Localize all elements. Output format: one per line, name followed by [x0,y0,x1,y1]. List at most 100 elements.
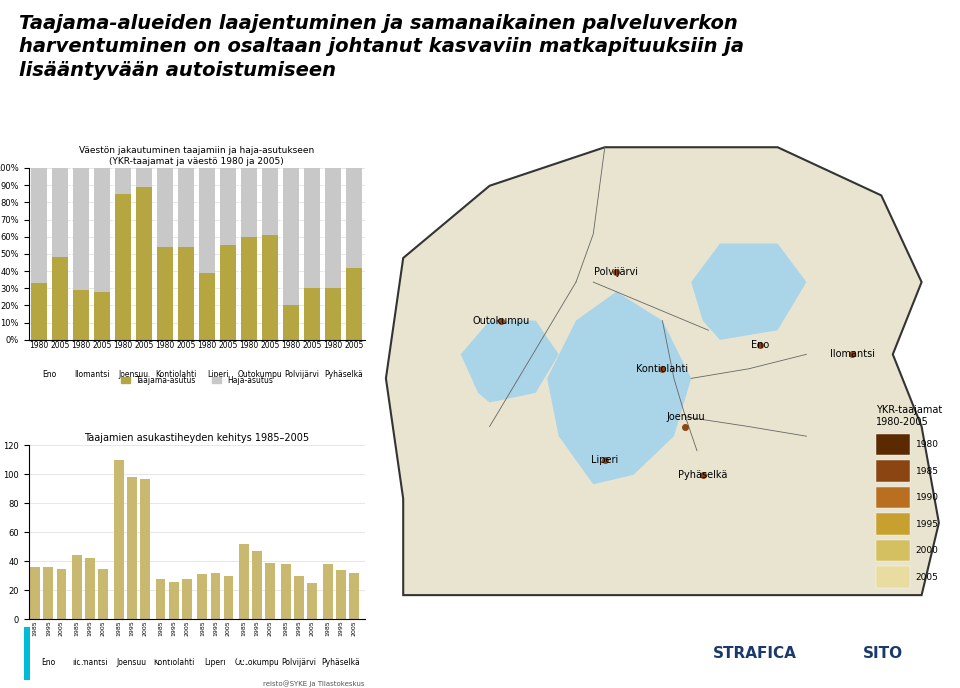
Bar [181,579,192,619]
Bar [876,566,910,588]
Bar [241,168,257,237]
Bar [262,168,278,235]
Text: Outokumpu: Outokumpu [235,658,279,667]
Bar [876,434,910,455]
Text: 2000: 2000 [916,546,939,555]
Text: 1995: 1995 [916,520,939,529]
Bar [94,292,110,340]
Bar [691,626,826,681]
Text: Liperi: Liperi [591,455,618,465]
Bar [325,288,341,340]
Bar [281,564,291,619]
Bar [347,168,362,268]
Text: Outokumpu: Outokumpu [237,370,282,379]
Bar [262,235,278,340]
Text: 1980: 1980 [916,440,939,449]
Bar [24,627,30,680]
Text: Pyhäselkä: Pyhäselkä [678,470,728,480]
Bar [221,246,236,340]
Bar [98,568,108,619]
Bar [127,477,136,619]
Text: Liperi: Liperi [204,658,227,667]
Bar [200,273,215,340]
Bar [136,168,153,187]
Bar [835,626,931,681]
Bar [53,257,68,340]
Text: Polvijärvi: Polvijärvi [281,658,317,667]
Bar [876,539,910,561]
Text: Kontiolahti: Kontiolahti [636,364,688,374]
Text: Ympäristösi tekijä: Ympäristösi tekijä [38,643,266,664]
Bar [53,168,68,257]
Text: Pyhäselkä: Pyhäselkä [324,370,363,379]
Bar [73,290,89,340]
Bar [157,247,173,340]
Text: Kontiolahti: Kontiolahti [153,658,194,667]
Bar [140,479,150,619]
Polygon shape [386,147,939,595]
Text: 1985: 1985 [916,467,939,476]
Text: Ilomantsi: Ilomantsi [74,370,109,379]
Text: Kontiolahti: Kontiolahti [156,370,197,379]
Text: Eno: Eno [41,658,56,667]
Bar [115,194,132,340]
Bar [876,487,910,508]
Bar [115,168,132,194]
Bar [179,168,194,247]
Text: Joensuu: Joensuu [666,412,705,422]
Text: STRAFICA: STRAFICA [712,646,797,661]
Bar [43,567,53,619]
Text: Pyhäselkä: Pyhäselkä [322,658,360,667]
Text: Polvijärvi: Polvijärvi [594,268,638,277]
Bar [72,555,82,619]
Text: 2005: 2005 [916,573,939,582]
Bar [57,568,66,619]
Text: YKR-taajamat
1980-2005: YKR-taajamat 1980-2005 [876,405,942,427]
Title: Väestön jakautuminen taajamiin ja haja-asutukseen
(YKR-taajamat ja väestö 1980 j: Väestön jakautuminen taajamiin ja haja-a… [79,147,315,166]
Text: 1990: 1990 [916,493,939,502]
Text: Joensuu: Joensuu [117,658,147,667]
Bar [294,576,303,619]
Text: Ilomantsi: Ilomantsi [72,658,108,667]
Bar [307,583,317,619]
Text: Outokumpu: Outokumpu [472,316,530,325]
Bar [156,579,165,619]
Bar [114,460,124,619]
Bar [252,551,262,619]
Bar [224,576,233,619]
Bar [210,573,220,619]
Bar [336,570,346,619]
Bar [876,460,910,482]
Bar [169,581,179,619]
Bar [347,268,362,340]
Bar [179,247,194,340]
Bar [239,544,249,619]
Text: Eno: Eno [42,370,57,379]
Bar [31,567,40,619]
Text: SITO: SITO [863,646,903,661]
Bar [283,168,300,305]
Bar [283,305,300,340]
Bar [198,574,207,619]
Bar [241,237,257,340]
Bar [876,513,910,535]
Bar [73,168,89,290]
Bar [157,168,173,247]
Text: Ilomantsi: Ilomantsi [830,350,875,359]
Bar [94,168,110,292]
Bar [265,563,276,619]
Polygon shape [547,292,691,484]
Text: Polvijärvi: Polvijärvi [284,370,320,379]
Bar [221,168,236,246]
Bar [348,573,359,619]
Bar [136,187,153,340]
Bar [325,168,341,288]
Legend: Taajama-asutus, Haja-asutus: Taajama-asutus, Haja-asutus [118,372,276,387]
Polygon shape [691,244,806,340]
Bar [85,559,95,619]
Text: Eno: Eno [751,340,770,350]
Bar [304,288,321,340]
Text: Taajama-alueiden laajentuminen ja samanaikainen palveluverkon
harventuminen on o: Taajama-alueiden laajentuminen ja samana… [19,14,744,80]
Title: Taajamien asukastiheyden kehitys 1985–2005: Taajamien asukastiheyden kehitys 1985–20… [84,433,309,443]
Text: Liperi: Liperi [207,370,228,379]
